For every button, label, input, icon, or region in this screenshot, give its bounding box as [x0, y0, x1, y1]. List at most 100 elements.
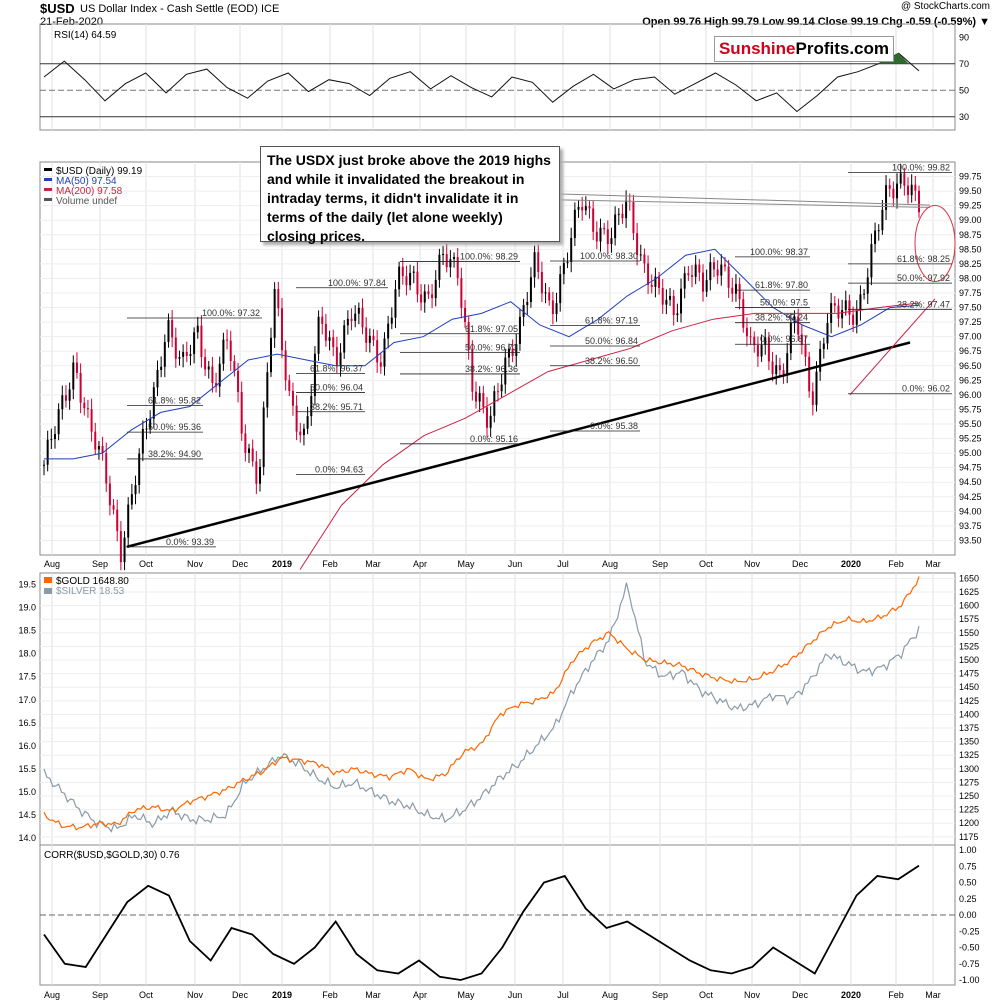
usd-candle-body	[149, 418, 152, 429]
usd-tick-25: 99.75	[959, 172, 982, 182]
corr-tick-6: 0.50	[959, 878, 977, 888]
usd-candle-body	[416, 271, 419, 295]
usd-candle-body	[471, 349, 474, 392]
fib-level-label: 50.0%: 97.92	[897, 273, 950, 283]
usd-candle-body	[383, 338, 386, 367]
month-label-corr-16: Dec	[792, 990, 809, 1000]
breakout-circle	[914, 205, 956, 283]
usd-candle-body	[515, 343, 518, 356]
silver-tick-10: 19.0	[18, 603, 36, 613]
usd-tick-19: 98.25	[959, 259, 982, 269]
month-label-corr-5: 2019	[272, 990, 292, 1000]
corr-tick-0: -1.00	[959, 975, 980, 985]
usd-candle-body	[606, 229, 609, 245]
usd-candle-body	[775, 365, 778, 375]
gold-tick-8: 1375	[959, 723, 979, 733]
gold-tick-10: 1425	[959, 696, 979, 706]
gold-tick-19: 1650	[959, 573, 979, 583]
usd-candle-body	[193, 332, 196, 355]
month-label-usd-7: Mar	[365, 559, 381, 569]
month-label-corr-1: Sep	[92, 990, 108, 1000]
silver-tick-1: 14.5	[18, 810, 36, 820]
fib-level-label: 100.0%: 97.32	[202, 308, 260, 318]
fib-level-label: 38.2%: 97.47	[897, 299, 950, 309]
usd-candle-body	[94, 431, 97, 450]
usd-candle-body	[877, 230, 880, 232]
usd-tick-22: 99.00	[959, 215, 982, 225]
usd-candle-body	[204, 357, 207, 370]
usd-candle-body	[489, 415, 492, 428]
usd-tick-4: 94.50	[959, 477, 982, 487]
fib-level-label: 50.0%: 97.5	[760, 298, 808, 308]
usd-legend-0: $USD (Daily) 99.19	[56, 166, 143, 177]
usd-candle-body	[701, 272, 704, 292]
usd-candle-body	[218, 363, 221, 387]
usd-candle-body	[566, 261, 569, 264]
usd-candle-body	[138, 453, 141, 486]
usd-tick-20: 98.50	[959, 244, 982, 254]
month-label-usd-15: Nov	[744, 559, 761, 569]
usd-candle-body	[683, 273, 686, 289]
usd-candle-body	[423, 291, 426, 303]
usd-candle-body	[343, 325, 346, 353]
month-label-usd-13: Sep	[652, 559, 668, 569]
support-trendline	[126, 341, 911, 549]
usd-candle-body	[742, 299, 745, 328]
usd-candle-body	[262, 407, 265, 467]
usd-candle-body	[266, 372, 269, 408]
usd-candle-body	[321, 316, 324, 324]
silver-tick-3: 15.5	[18, 764, 36, 774]
corr-tick-3: -0.25	[959, 926, 980, 936]
month-label-corr-18: Feb	[888, 990, 904, 1000]
usd-candle-body	[749, 336, 752, 338]
usd-candle-body	[621, 213, 624, 219]
usd-candle-body	[863, 293, 866, 295]
gold-tick-17: 1600	[959, 601, 979, 611]
gold-line	[43, 576, 920, 831]
month-label-usd-2: Oct	[139, 559, 154, 569]
usd-candle-body	[592, 208, 595, 232]
usd-candle-body	[551, 300, 554, 315]
corr-line	[43, 864, 920, 981]
usd-candle-body	[526, 302, 529, 306]
usd-candle-body	[804, 344, 807, 357]
usd-candle-body	[665, 299, 668, 305]
silver-tick-0: 14.0	[18, 833, 36, 843]
fib-level-label: 50.0%: 96.84	[585, 336, 638, 346]
usd-candle-body	[196, 325, 199, 333]
usd-tick-0: 93.50	[959, 535, 982, 545]
month-label-corr-8: Apr	[413, 990, 427, 1000]
silver-tick-11: 19.5	[18, 580, 36, 590]
silver-legend: $SILVER 18.53	[56, 586, 125, 597]
month-label-corr-3: Nov	[187, 990, 204, 1000]
gold-tick-14: 1525	[959, 641, 979, 651]
usd-candle-body	[449, 259, 452, 268]
gold-tick-11: 1450	[959, 682, 979, 692]
fib-level-label: 38.2%: 94.90	[148, 449, 201, 459]
usd-candle-body	[68, 389, 71, 401]
usd-candle-body	[50, 439, 53, 441]
usd-candle-body	[892, 188, 895, 199]
usd-candle-body	[800, 334, 803, 345]
usd-candle-body	[617, 213, 620, 215]
usd-candle-body	[760, 344, 763, 357]
usd-candle-body	[731, 287, 734, 294]
rsi-tick-3: 90	[959, 32, 969, 42]
usd-candle-body	[442, 253, 445, 255]
corr-tick-5: 0.25	[959, 894, 977, 904]
usd-candle-body	[90, 409, 93, 432]
usd-candle-body	[676, 313, 679, 316]
usd-candle-body	[826, 322, 829, 344]
gold-legend: $GOLD 1648.80	[56, 576, 129, 587]
fib-level-label: 100.0%: 98.30	[580, 251, 638, 261]
silver-tick-9: 18.5	[18, 626, 36, 636]
usd-candle-body	[837, 305, 840, 319]
usd-candle-body	[914, 184, 917, 191]
fib-level-label: 38.2%: 96.50	[585, 356, 638, 366]
fib-level-label: 0.0%: 94.63	[315, 465, 363, 475]
usd-candle-body	[698, 264, 701, 273]
rsi-panel	[39, 23, 956, 131]
usd-candle-body	[156, 369, 159, 388]
usd-candle-body	[680, 288, 683, 314]
usd-candle-body	[658, 276, 661, 288]
